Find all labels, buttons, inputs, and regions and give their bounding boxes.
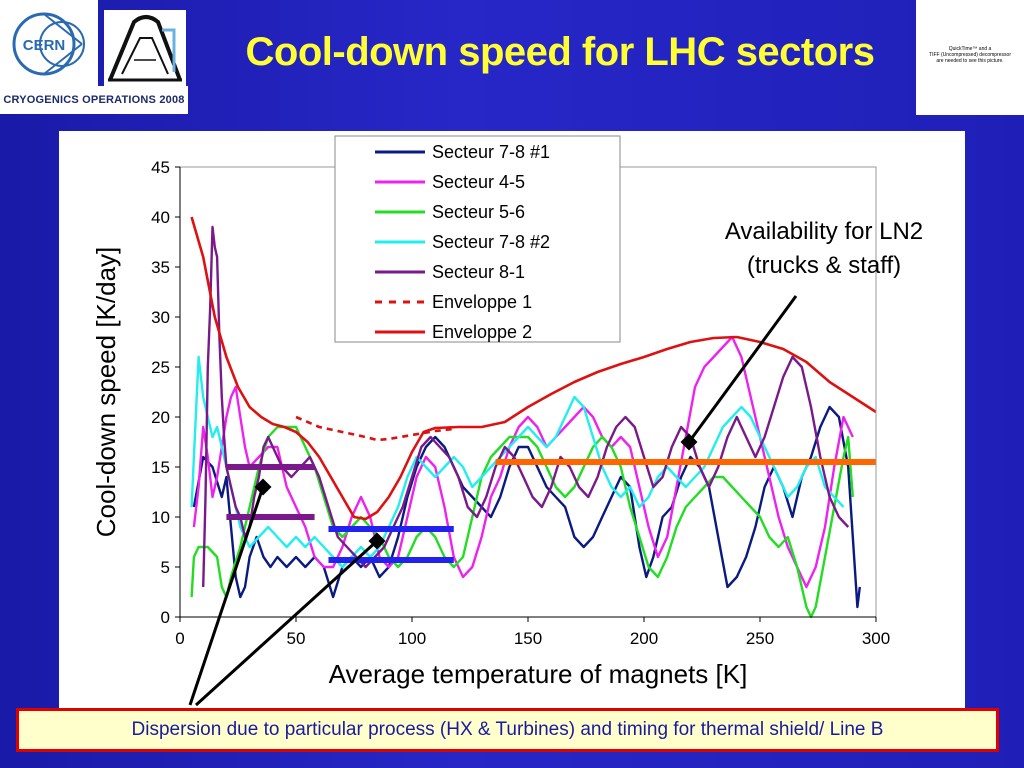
quicktime-line-2: TIFF (Uncompressed) decompressor	[929, 52, 1011, 58]
y-tick-label: 40	[151, 208, 170, 227]
x-axis-label: Average temperature of magnets [K]	[329, 659, 748, 689]
y-tick-label: 35	[151, 258, 170, 277]
y-tick-label: 0	[161, 608, 170, 627]
cooldown-chart: 0 5 10 15 20 25 30 35 40 45 0 50 100 150 200 250 300 Aver…	[91, 135, 923, 689]
quicktime-placeholder: QuickTime™ and a TIFF (Uncompressed) dec…	[916, 0, 1024, 115]
ln2-annotation-line-2: (trucks & staff)	[747, 252, 901, 279]
x-tick-label: 200	[630, 629, 658, 648]
cern-logo: CERN	[0, 0, 98, 86]
y-tick-label: 5	[161, 558, 170, 577]
y-axis-label: Cool-down speed [K/day]	[91, 247, 121, 538]
cryogenics-logo-graphic	[108, 15, 182, 82]
legend-label-3: Secteur 5-6	[432, 202, 525, 222]
x-tick-label: 0	[175, 629, 184, 648]
x-tick-label: 250	[746, 629, 774, 648]
legend-label-7: Enveloppe 2	[432, 322, 532, 342]
page-title: Cool-down speed for LHC sectors	[245, 30, 876, 74]
legend-box	[334, 135, 621, 343]
quicktime-line-3: are needed to see this picture.	[936, 58, 1004, 64]
y-tick-label: 25	[151, 358, 170, 377]
y-tick-label: 15	[151, 458, 170, 477]
y-tick-label: 10	[151, 508, 170, 527]
cryogenics-logo	[104, 10, 186, 86]
y-tick-label: 30	[151, 308, 170, 327]
quicktime-text: QuickTime™ and a TIFF (Uncompressed) dec…	[916, 46, 1024, 64]
quicktime-line-1: QuickTime™ and a	[948, 46, 992, 52]
logo-caption: CRYOGENICS OPERATIONS 2008	[0, 86, 188, 114]
legend-label-1: Secteur 7-8 #1	[432, 142, 550, 162]
legend-label-6: Enveloppe 1	[432, 292, 532, 312]
x-tick-label: 150	[514, 629, 542, 648]
series-line-6	[295, 415, 454, 442]
annotation-layer: Availability for LN2 (trucks & staff)	[725, 218, 923, 279]
x-tick-label: 100	[398, 629, 426, 648]
legend-label-5: Secteur 8-1	[432, 262, 525, 282]
chart-panel: 0 5 10 15 20 25 30 35 40 45 0 50 100 150 200 250 300 Aver…	[59, 131, 965, 718]
legend-label-4: Secteur 7-8 #2	[432, 232, 550, 252]
y-tick-label: 20	[151, 408, 170, 427]
ln2-annotation-line-1: Availability for LN2	[725, 218, 923, 245]
legend-label-2: Secteur 4-5	[432, 172, 525, 192]
cern-logo-graphic: CERN	[12, 12, 85, 76]
x-tick-label: 50	[287, 629, 306, 648]
legend: Secteur 7-8 #1 Secteur 4-5 Secteur 5-6 Sect…	[334, 135, 621, 343]
x-tick-label: 300	[862, 629, 890, 648]
footer-note: Dispersion due to particular process (HX…	[16, 708, 999, 752]
y-tick-label: 45	[151, 158, 170, 177]
cern-logo-text: CERN	[23, 37, 66, 54]
axis-layer: 0 5 10 15 20 25 30 35 40 45 0 50 100 150 200 250 300 Aver…	[91, 158, 890, 689]
